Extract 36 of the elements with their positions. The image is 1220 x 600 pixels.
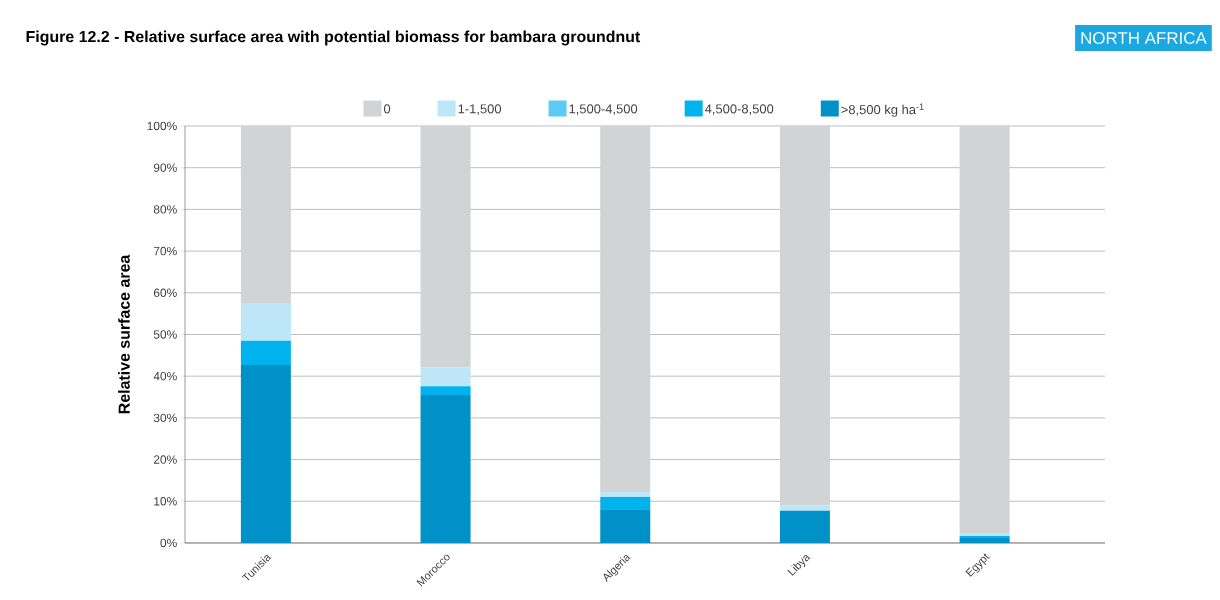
y-axis-title: Relative surface area <box>118 254 130 414</box>
legend-label: 0 <box>383 104 391 114</box>
y-tick-label: 40% <box>153 371 177 381</box>
bar <box>600 497 651 510</box>
y-tick-label: 50% <box>153 330 177 339</box>
text: NORTH AFRICA <box>1081 31 1207 44</box>
bar <box>779 505 830 511</box>
y-tick-label: 100% <box>147 121 177 131</box>
bar <box>420 367 471 387</box>
y-tick-label: 10% <box>154 497 177 506</box>
legend-label: 1-1,500 <box>458 104 502 115</box>
legend-label: 4,500-8,500 <box>704 104 774 115</box>
bar <box>779 510 830 543</box>
y-tick-label: 20% <box>153 455 177 464</box>
bar <box>779 125 830 506</box>
bar <box>600 492 651 498</box>
y-tick-label: 60% <box>153 288 177 298</box>
bar <box>420 125 471 368</box>
bar <box>600 125 651 493</box>
bar <box>420 386 471 395</box>
bar <box>240 303 291 341</box>
bar <box>600 509 651 543</box>
y-tick-label: 30% <box>153 413 177 423</box>
y-tick-label: 0% <box>160 538 177 548</box>
y-tick-label: 70% <box>153 246 177 256</box>
y-tick-label: 90% <box>153 163 177 172</box>
bar <box>240 364 291 543</box>
bar <box>959 537 1010 543</box>
bar <box>959 125 1010 534</box>
legend-label: 1,500-4,500 <box>569 104 638 115</box>
legend-label: >8,500 kg ha$^{-1}$ <box>841 103 924 117</box>
y-tick-label: 80% <box>153 205 177 214</box>
bar <box>240 125 291 304</box>
bar <box>420 394 471 543</box>
chart-title: Figure 12.2 - Relative surface area with potential biomass for bambara groundnut <box>26 30 641 46</box>
bar <box>240 340 291 365</box>
